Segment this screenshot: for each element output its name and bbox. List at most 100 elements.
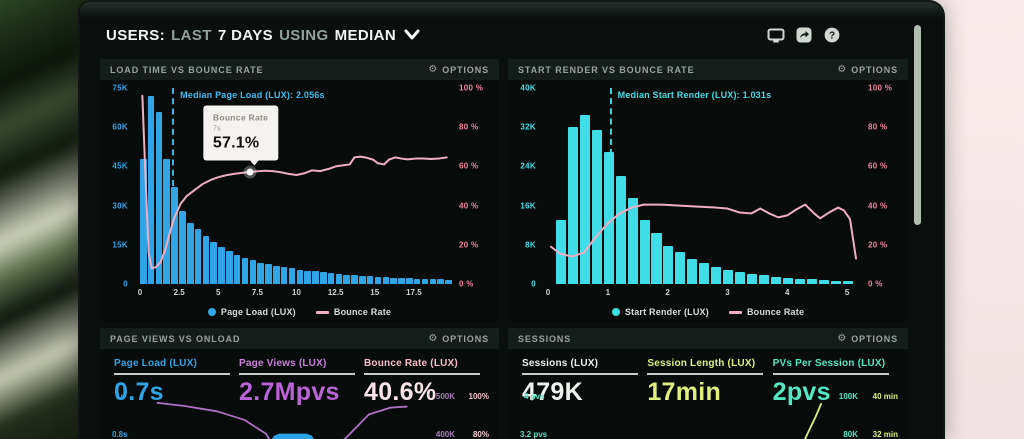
histogram-bar[interactable] [312,271,319,284]
header-days-label: 7 DAYS [217,26,274,44]
y-axis-tick-right: 40 % [459,201,479,211]
histogram-bar[interactable] [171,187,178,284]
histogram-bar[interactable] [147,95,155,284]
legend-item[interactable]: Bounce Rate [728,307,804,317]
histogram-bar[interactable] [398,278,405,284]
y-axis-tick-right: 20 % [459,240,479,250]
histogram-bar[interactable] [155,111,163,284]
metric-session-length[interactable]: Session Length (LUX) 17min [647,358,772,407]
histogram-bar[interactable] [304,270,311,284]
histogram-bar[interactable] [639,220,650,284]
histogram-bar[interactable] [140,158,147,284]
histogram-bar[interactable] [437,279,444,284]
histogram-bar[interactable] [735,272,746,284]
legend-item[interactable]: Page Load (LUX) [207,307,296,317]
legend-item[interactable]: Start Render (LUX) [611,307,709,317]
histogram-bar[interactable] [603,151,614,284]
histogram-bar[interactable] [413,278,421,284]
help-icon[interactable]: ? [823,27,841,43]
histogram-bar[interactable] [327,273,335,284]
histogram-bar[interactable] [233,255,241,284]
histogram-bar[interactable] [194,229,202,284]
histogram-bar[interactable] [663,245,674,284]
y-axis-tick-right: 80 % [868,122,888,132]
histogram-bar[interactable] [351,275,358,284]
histogram-bar[interactable] [319,272,327,284]
histogram-bar[interactable] [390,277,397,284]
histogram-bar[interactable] [421,278,429,284]
histogram-bar[interactable] [591,129,602,284]
histogram-bar[interactable] [818,279,829,284]
histogram-bar[interactable] [179,210,186,284]
histogram-bar[interactable] [210,242,217,284]
histogram-bar[interactable] [343,274,350,284]
histogram-bar[interactable] [783,277,794,284]
histogram-bar[interactable] [406,278,413,284]
histogram-bar[interactable] [296,269,304,284]
histogram-bar[interactable] [288,268,296,284]
histogram-bar[interactable] [249,260,257,284]
legend-item[interactable]: Bounce Rate [315,307,391,317]
metric-sessions[interactable]: Sessions (LUX) 479K [522,358,647,407]
y-axis-tick-left: 40K [520,83,536,93]
histogram-bar[interactable] [374,276,382,284]
histogram-bar[interactable] [257,262,264,284]
histogram-bar[interactable] [687,258,698,284]
histogram-bar[interactable] [830,280,841,284]
histogram-bar[interactable] [615,176,626,284]
histogram-bar[interactable] [218,247,225,284]
users-period-dropdown[interactable]: USERS: LAST 7 DAYS USING MEDIAN [106,27,420,44]
display-icon[interactable] [767,27,785,43]
histogram-bar[interactable] [382,277,390,284]
histogram-bar[interactable] [555,220,566,284]
histogram-bar[interactable] [699,263,710,284]
panel-header: START RENDER VS BOUNCE RATE ⚙ OPTIONS [508,59,908,80]
histogram-bar[interactable] [226,251,233,284]
options-button[interactable]: ⚙ OPTIONS [837,64,898,75]
metric-page-views[interactable]: Page Views (LUX) 2.7Mpvs [239,358,364,407]
chevron-down-icon [404,29,420,40]
options-button[interactable]: ⚙ OPTIONS [428,333,489,344]
metric-bounce-rate[interactable]: Bounce Rate (LUX) 40.6% [364,358,489,407]
spark-axis-label: 500K [435,392,455,401]
options-button[interactable]: ⚙ OPTIONS [837,333,898,344]
histogram-bar[interactable] [241,257,249,284]
metric-page-load[interactable]: Page Load (LUX) 0.7s [114,358,239,407]
histogram-bar[interactable] [429,279,437,284]
y-axis-tick-left: 24K [520,161,536,171]
histogram-bar[interactable] [359,275,366,284]
histogram-bar[interactable] [567,127,578,284]
histogram-bar[interactable] [202,235,210,284]
share-icon[interactable] [795,27,813,43]
spark-axis-label: 80% [472,430,489,439]
histogram-bar[interactable] [280,267,288,284]
histogram-bar[interactable] [627,198,638,284]
histogram-bars [548,88,862,284]
histogram-bar[interactable] [675,252,686,284]
histogram-bar[interactable] [795,278,806,284]
histogram-bar[interactable] [366,276,374,284]
x-axis: 0 1 2 3 4 5 [546,288,862,298]
options-button[interactable]: ⚙ OPTIONS [428,64,489,75]
options-label: OPTIONS [851,333,898,344]
histogram-bar[interactable] [759,275,770,284]
plot-area[interactable]: Median Page Load (LUX): 2.056s Bounce Ra… [140,88,453,284]
histogram-bar[interactable] [711,267,722,284]
histogram-bar[interactable] [186,222,194,284]
histogram-bar[interactable] [335,273,343,284]
histogram-bar[interactable] [747,274,758,284]
histogram-bar[interactable] [273,265,280,284]
histogram-bar[interactable] [265,264,272,284]
histogram-bar[interactable] [842,281,853,284]
histogram-bar[interactable] [651,232,662,284]
plot-area[interactable]: Median Start Render (LUX): 1.031s [548,88,862,284]
histogram-bar[interactable] [806,279,818,284]
histogram-bar[interactable] [163,158,171,284]
metric-pvs-per-session[interactable]: PVs Per Session (LUX) 2pvs [772,358,898,407]
histogram-bar[interactable] [771,276,782,284]
histogram-bar[interactable] [445,279,452,284]
scrollbar[interactable] [914,25,921,225]
histogram-bar[interactable] [723,270,734,284]
histogram-bar[interactable] [579,114,590,284]
